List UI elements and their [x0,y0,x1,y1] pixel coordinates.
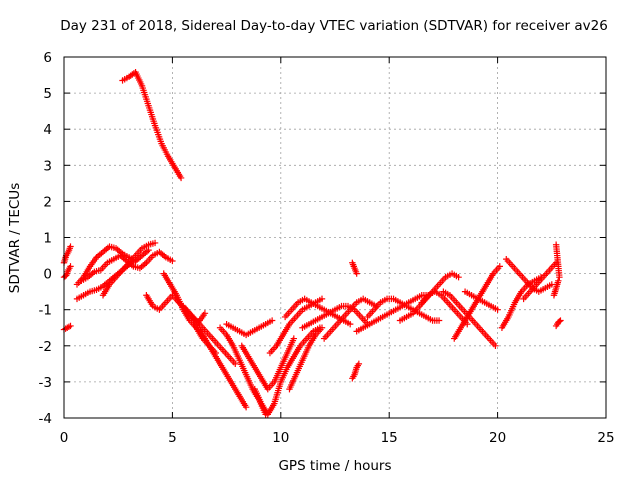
x-axis-label: GPS time / hours [278,458,391,474]
data-point [556,318,563,325]
data-point [435,317,443,324]
y-tick-label: 2 [43,194,52,210]
y-tick-label: 5 [43,86,52,102]
y-tick-label: 0 [43,267,52,283]
data-point [494,306,501,313]
y-tick-label: 1 [43,231,52,247]
x-tick-label: 5 [168,430,177,446]
data-point [290,335,298,342]
x-tick-label: 15 [381,430,398,446]
data-point [557,317,564,324]
y-tick-label: -2 [39,339,52,355]
data-point [242,403,250,411]
data-point [318,324,326,331]
data-point [492,342,499,349]
x-tick-label: 0 [60,430,69,446]
chart-title: Day 231 of 2018, Sidereal Day-to-day VTE… [60,18,608,34]
data-point [556,274,563,281]
data-point [169,257,176,265]
data-point [67,322,74,330]
data-point [151,239,159,247]
y-tick-label: -3 [39,375,52,391]
y-tick-label: -4 [39,411,52,427]
data-point [353,270,360,277]
y-axis-label: SDTVAR / TECUs [7,183,23,293]
data-point [455,274,462,281]
data-point [555,277,562,285]
axis-ticks: 0 5 10 15 20 25 -4 -3 -2 -1 0 1 2 3 4 5 6 [39,50,615,446]
y-tick-label: 3 [43,158,52,174]
y-tick-label: -1 [39,303,52,319]
plot-frame [63,56,607,419]
data-point [201,310,209,317]
data-points [60,68,564,418]
y-tick-label: 6 [43,50,52,66]
data-point [145,246,152,254]
grid-lines [64,57,606,418]
x-tick-label: 25 [597,430,614,446]
data-point [496,263,503,270]
data-point [232,360,239,368]
data-point [268,317,276,324]
data-point [67,243,74,250]
data-point [177,174,185,182]
x-tick-label: 20 [489,430,506,446]
x-tick-label: 10 [272,430,289,446]
data-point [67,263,74,270]
data-point [318,295,326,303]
data-point [346,320,354,328]
data-point [548,281,555,288]
data-point [355,360,363,368]
y-tick-label: 4 [43,122,52,138]
